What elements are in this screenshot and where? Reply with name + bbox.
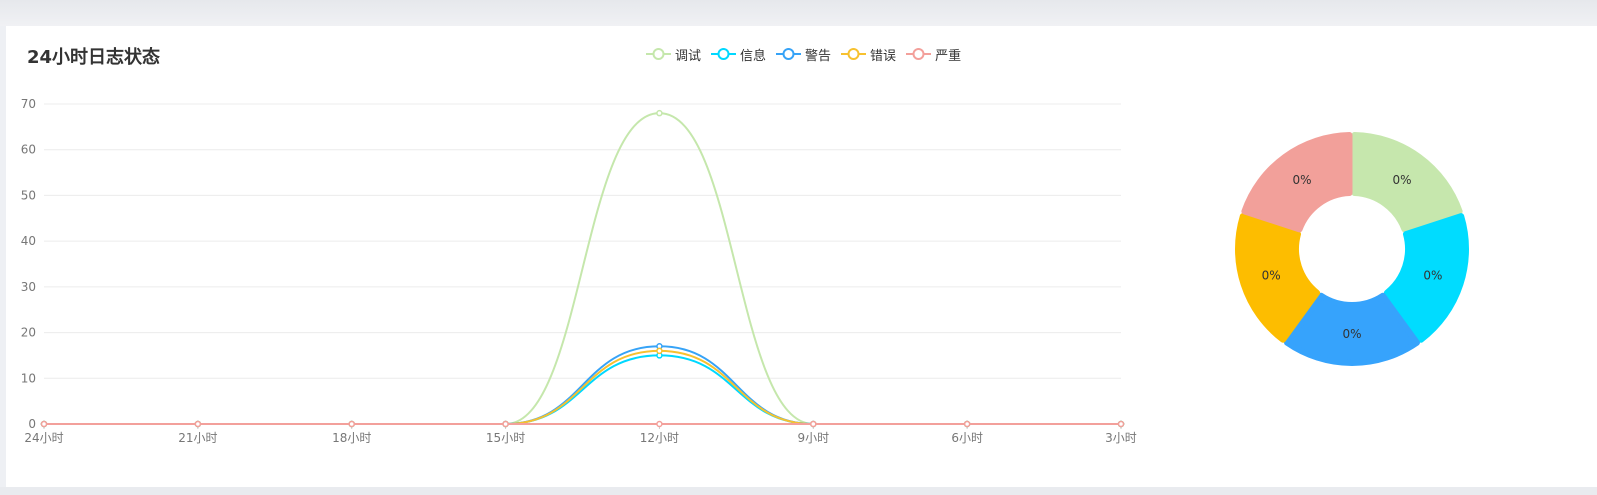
series-line xyxy=(44,354,1121,426)
x-tick-label: 9小时 xyxy=(797,431,829,445)
y-tick-label: 70 xyxy=(21,97,36,111)
data-point[interactable] xyxy=(348,420,355,428)
series-group xyxy=(40,109,1125,428)
pie-slice[interactable] xyxy=(1284,292,1420,366)
data-point[interactable] xyxy=(502,420,509,428)
y-tick-label: 10 xyxy=(21,371,36,385)
legend-item[interactable]: 警告 xyxy=(776,45,831,64)
data-point[interactable] xyxy=(810,420,817,428)
legend-item[interactable]: 信息 xyxy=(711,45,766,64)
legend-label: 信息 xyxy=(740,48,767,64)
series-group xyxy=(40,347,1125,428)
pie-slice-label: 0% xyxy=(1293,173,1312,187)
y-tick-label: 20 xyxy=(21,326,36,340)
legend-swatch-icon xyxy=(841,48,867,60)
legend-label: 警告 xyxy=(805,48,832,64)
chart-legend: 调试 信息 警告 错误 严重 xyxy=(646,44,961,64)
legend-item[interactable]: 错误 xyxy=(841,45,896,64)
y-tick-label: 60 xyxy=(21,143,36,157)
x-tick-label: 24小时 xyxy=(24,431,63,445)
legend-swatch-icon xyxy=(906,48,932,60)
legend-item[interactable]: 调试 xyxy=(646,45,701,64)
pie-slice[interactable] xyxy=(1241,132,1353,233)
y-tick-label: 0 xyxy=(28,417,36,431)
series-group xyxy=(40,352,1125,428)
x-tick-label: 12小时 xyxy=(640,431,679,445)
series-line xyxy=(44,345,1121,426)
y-tick-label: 40 xyxy=(21,234,36,248)
data-point[interactable] xyxy=(1117,420,1125,428)
data-point[interactable] xyxy=(194,420,202,428)
x-tick-label: 3小时 xyxy=(1105,431,1137,445)
legend-swatch-icon xyxy=(646,48,671,60)
x-tick-label: 6小时 xyxy=(951,431,983,445)
pie-slice-label: 0% xyxy=(1262,268,1281,282)
pie-slice-label: 0% xyxy=(1423,268,1442,282)
legend-label: 严重 xyxy=(935,48,962,64)
pie-slice-label: 0% xyxy=(1342,327,1361,341)
data-point[interactable] xyxy=(656,109,663,117)
y-tick-label: 30 xyxy=(21,280,36,294)
data-point[interactable] xyxy=(963,420,971,428)
log-status-card: 24小时日志状态 调试 信息 警告 错误 严重 0 10 20 30 40 50 60 70 24小时 2… xyxy=(6,26,1597,487)
series-line xyxy=(44,349,1121,426)
x-tick-label: 21小时 xyxy=(178,431,217,445)
x-tick-label: 18小时 xyxy=(332,431,371,445)
legend-item[interactable]: 严重 xyxy=(906,45,961,64)
data-point[interactable] xyxy=(656,420,663,428)
series-line xyxy=(44,112,1121,426)
pie-slice[interactable] xyxy=(1351,132,1463,233)
top-bar xyxy=(0,0,1597,26)
legend-label: 错误 xyxy=(870,48,897,64)
log-line-chart: 0 10 20 30 40 50 60 70 24小时 21小时 18小时 15小时 12小时 9小时 6小… xyxy=(21,97,1469,445)
y-tick-label: 50 xyxy=(21,188,36,202)
pie-slice-label: 0% xyxy=(1392,173,1411,187)
card-title: 24小时日志状态 xyxy=(27,47,161,68)
data-point[interactable] xyxy=(40,420,48,428)
legend-swatch-icon xyxy=(711,48,737,60)
series-group xyxy=(40,343,1125,428)
pie-slice[interactable] xyxy=(1383,213,1469,343)
x-tick-label: 15小时 xyxy=(486,431,525,445)
series-group xyxy=(40,420,1125,428)
data-point[interactable] xyxy=(656,347,663,355)
pie-slice[interactable] xyxy=(1235,213,1321,343)
bottom-border xyxy=(0,487,1597,495)
legend-swatch-icon xyxy=(776,48,802,60)
legend-label: 调试 xyxy=(675,48,702,64)
